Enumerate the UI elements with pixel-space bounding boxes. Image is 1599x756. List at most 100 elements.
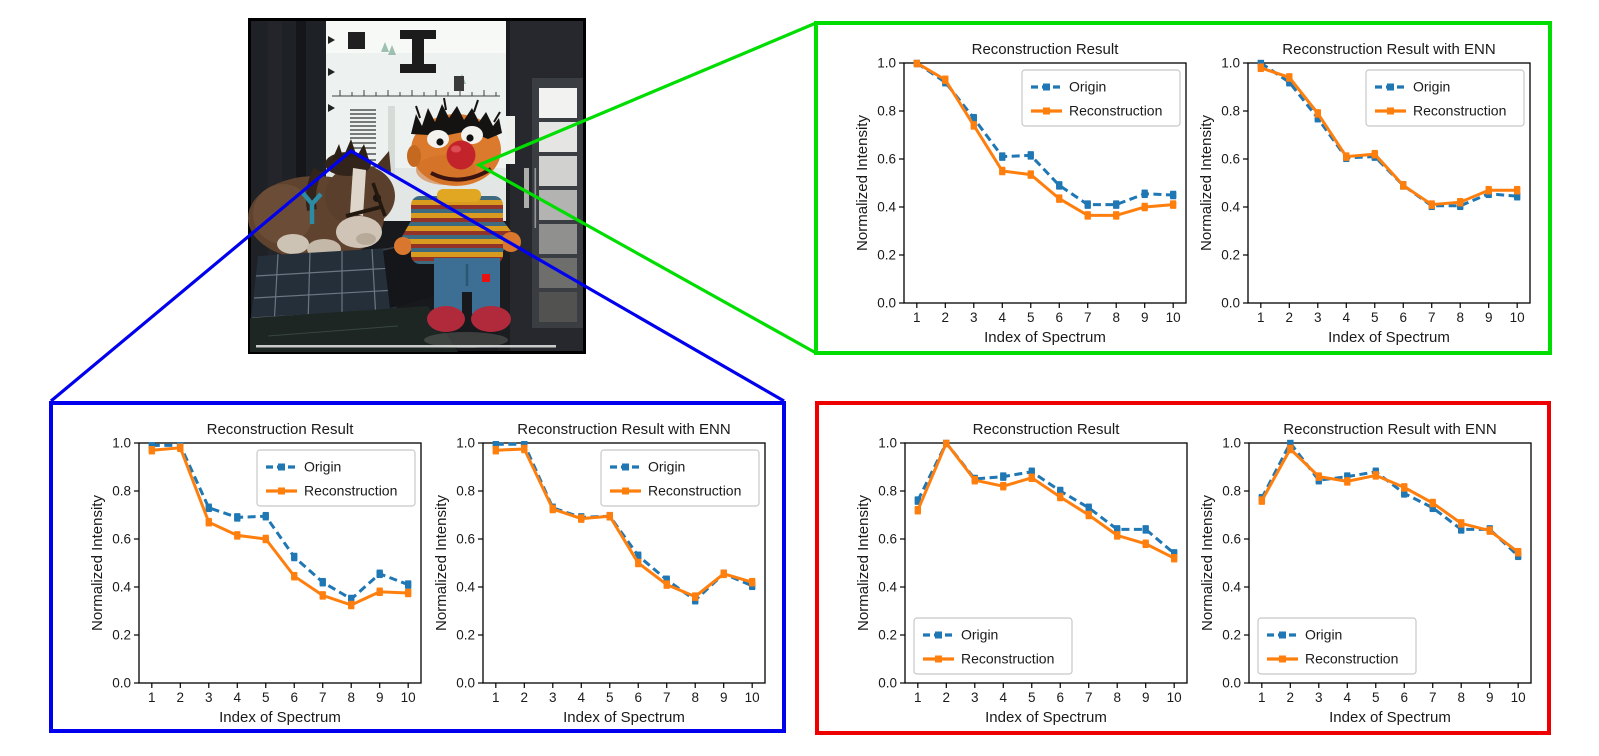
x-tick-label: 1 — [148, 690, 156, 705]
x-tick-label: 4 — [1343, 310, 1351, 325]
data-point-marker — [1028, 474, 1035, 481]
data-point-marker — [1170, 550, 1178, 557]
x-tick-label: 1 — [1258, 690, 1266, 705]
y-tick-label: 0.4 — [1221, 200, 1240, 215]
x-tick-label: 8 — [1457, 690, 1465, 705]
series-line — [151, 443, 409, 601]
y-tick-label: 0.8 — [1221, 104, 1240, 119]
x-tick-label: 7 — [663, 690, 671, 705]
data-point-marker — [1314, 115, 1321, 122]
test-chart-square — [348, 32, 365, 49]
ernie-left-hand — [394, 237, 412, 255]
x-tick-label: 2 — [942, 310, 950, 325]
data-point-marker — [1458, 526, 1465, 533]
data-point-marker — [1169, 191, 1177, 199]
x-tick-label: 5 — [606, 690, 614, 705]
data-point-marker — [1372, 472, 1379, 479]
x-tick-label: 3 — [205, 690, 213, 705]
x-tick-label: 9 — [1486, 690, 1494, 705]
data-point-marker — [1085, 504, 1092, 511]
series-reconstruction — [1257, 63, 1521, 209]
x-axis-label: Index of Spectrum — [1328, 329, 1450, 346]
data-point-marker — [663, 581, 670, 588]
panel-red: Reconstruction Result 0.0 0.2 0.4 0.6 0.8 1.0 1… — [815, 401, 1551, 735]
data-point-marker — [1027, 152, 1034, 159]
data-point-marker — [1513, 193, 1521, 200]
x-tick-label: 2 — [177, 690, 185, 705]
chart-green-reconstruction-result-with-enn: Reconstruction Result with ENN 0.0 0.2 0.4 0… — [1198, 41, 1531, 346]
white-bar — [506, 116, 515, 164]
data-point-marker — [177, 444, 184, 451]
x-tick-label: 8 — [1113, 690, 1121, 705]
y-tick-label: 0.6 — [112, 532, 131, 547]
legend: Origin Reconstruction — [256, 449, 416, 507]
x-tick-label: 8 — [691, 690, 699, 705]
y-tick-label: 1.0 — [1221, 56, 1240, 71]
data-point-marker — [1400, 182, 1407, 189]
legend: Origin Reconstruction — [913, 617, 1073, 675]
y-tick-label: 0.0 — [112, 676, 131, 691]
data-point-marker — [942, 76, 949, 83]
data-point-marker — [1057, 487, 1064, 495]
data-point-marker — [1401, 490, 1408, 497]
y-tick-label: 0.4 — [1222, 580, 1241, 595]
x-axis-label: Index of Spectrum — [984, 329, 1106, 346]
data-point-marker — [521, 441, 528, 448]
y-tick-label: 0.8 — [1222, 484, 1241, 499]
x-tick-label: 1 — [913, 310, 921, 325]
data-point-marker — [692, 593, 699, 600]
chart-blue-reconstruction-result-with-enn: Reconstruction Result with ENN 0.0 0.2 0.4 0… — [433, 421, 766, 726]
data-point-marker — [1429, 499, 1436, 507]
x-tick-label: 2 — [943, 690, 951, 705]
grayscale-color-checker — [532, 78, 583, 328]
x-tick-label: 10 — [1167, 690, 1182, 705]
red-sample-marker — [482, 274, 490, 282]
x-tick-label: 9 — [1142, 690, 1150, 705]
ernie-foot — [471, 306, 511, 332]
x-axis-label: Index of Spectrum — [563, 709, 685, 726]
legend-label: Origin — [961, 627, 998, 643]
data-point-marker — [1000, 483, 1007, 490]
x-tick-label: 8 — [1112, 310, 1120, 325]
data-point-marker — [1056, 182, 1063, 189]
x-tick-label: 4 — [1000, 690, 1008, 705]
data-point-marker — [1258, 497, 1266, 504]
x-tick-label: 2 — [521, 690, 529, 705]
x-tick-label: 7 — [1084, 310, 1092, 325]
y-tick-label: 0.4 — [877, 200, 896, 215]
x-tick-label: 4 — [999, 310, 1007, 325]
data-point-marker — [549, 505, 556, 513]
data-point-marker — [521, 445, 528, 453]
data-point-marker — [1056, 195, 1063, 202]
chart-title: Reconstruction Result — [207, 421, 355, 438]
y-tick-label: 0.4 — [112, 580, 131, 595]
y-tick-label: 0.2 — [1222, 628, 1241, 643]
data-point-marker — [970, 115, 977, 122]
data-point-marker — [1344, 473, 1351, 480]
x-tick-label: 4 — [1344, 690, 1352, 705]
x-tick-label: 6 — [634, 690, 642, 705]
series-line — [916, 61, 1174, 217]
data-point-marker — [1113, 201, 1120, 208]
y-axis-label: Normalized Intensity — [854, 115, 871, 251]
series-reconstruction — [492, 444, 756, 601]
data-point-marker — [1371, 151, 1378, 158]
y-axis-label: Normalized Intensity — [433, 495, 450, 631]
ernie-ear — [407, 145, 421, 167]
ernie-sweater — [411, 196, 503, 264]
data-point-marker — [914, 497, 922, 504]
data-point-marker — [262, 535, 269, 543]
x-tick-label: 10 — [1166, 310, 1181, 325]
chart-title: Reconstruction Result with ENN — [1282, 41, 1495, 58]
x-tick-label: 3 — [1315, 690, 1323, 705]
y-tick-label: 1.0 — [456, 436, 475, 451]
ernie-pupil — [466, 134, 474, 142]
horse-hoof — [277, 234, 309, 254]
data-point-marker — [492, 441, 500, 448]
y-tick-label: 0.0 — [877, 296, 896, 311]
x-tick-label: 5 — [1371, 310, 1379, 325]
data-point-marker — [205, 519, 212, 526]
data-point-marker — [578, 515, 585, 522]
data-point-marker — [663, 576, 670, 583]
